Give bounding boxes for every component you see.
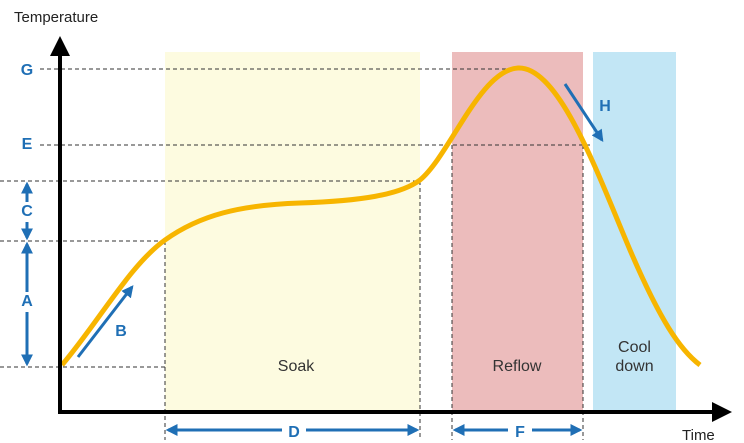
label-bg bbox=[18, 202, 36, 222]
h-arrow bbox=[563, 83, 604, 143]
zone-label-box: Cool down bbox=[615, 339, 654, 375]
reflow-zone bbox=[452, 52, 583, 412]
zone-label: Reflow bbox=[493, 358, 542, 375]
y-axis-label: Temperature bbox=[14, 9, 98, 26]
temperature-curve bbox=[60, 65, 702, 367]
b-arrow bbox=[76, 285, 134, 358]
level-label: C bbox=[21, 203, 33, 220]
arrow-label: F bbox=[515, 424, 525, 441]
arrow-label: B bbox=[115, 323, 127, 340]
guide-lines bbox=[0, 68, 590, 440]
level-label: G bbox=[21, 62, 33, 79]
x-axis-label: Time bbox=[682, 427, 715, 443]
label-bg bbox=[508, 422, 532, 440]
zone-label: Cool down bbox=[615, 339, 654, 375]
soak-zone bbox=[165, 52, 420, 412]
level-label: A bbox=[21, 293, 33, 310]
arrow-label: D bbox=[288, 424, 300, 441]
arrow-label: H bbox=[599, 98, 611, 115]
label-bg bbox=[18, 292, 36, 312]
label-bg bbox=[282, 422, 306, 440]
level-label: E bbox=[22, 136, 33, 153]
zone-label: Soak bbox=[278, 358, 315, 375]
cool-zone bbox=[593, 52, 676, 412]
